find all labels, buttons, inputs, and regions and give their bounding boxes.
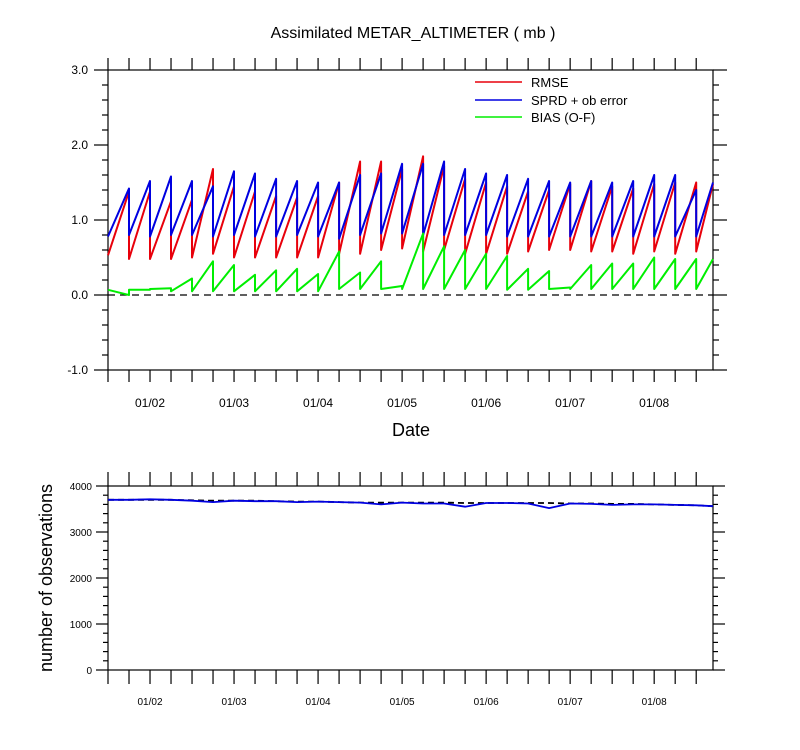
x-tick-label: 01/07: [555, 396, 585, 410]
x-tick-label: 01/03: [219, 396, 249, 410]
series-line-assimilated-observations: [108, 498, 714, 510]
legend: RMSE SPRD + ob error BIAS (O-F): [475, 75, 628, 125]
bottom-ytick-labels: 0 1000 2000 3000 4000: [70, 482, 93, 677]
x-tick-label: 01/08: [639, 396, 669, 410]
bottom-xtick-labels: 01/02 01/03 01/04 01/05 01/06 01/07 01/08: [137, 697, 667, 708]
x-tick-label: 01/02: [135, 396, 165, 410]
top-ticks-group: [94, 58, 727, 382]
x-tick-label: 01/08: [642, 697, 667, 708]
legend-label-sprd: SPRD + ob error: [531, 93, 628, 108]
series-line-sprd-ob-error: [107, 160, 714, 240]
y-tick-label: 1000: [70, 620, 93, 631]
bottom-plot-frame: [107, 485, 714, 671]
x-tick-label: 01/06: [471, 396, 501, 410]
bottom-ticks-group: [96, 472, 725, 684]
x-tick-label: 01/04: [303, 396, 333, 410]
x-axis-title: Date: [392, 420, 430, 440]
y-axis-title-observations: number of observations: [36, 484, 56, 672]
y-tick-label: 3000: [70, 528, 93, 539]
chart-title: Assimilated METAR_ALTIMETER ( mb ): [271, 25, 556, 42]
legend-label-bias: BIAS (O-F): [531, 110, 595, 125]
legend-label-rmse: RMSE: [531, 75, 569, 90]
y-tick-label: 0.0: [71, 288, 88, 302]
y-tick-label: -1.0: [67, 363, 88, 377]
x-tick-label: 01/05: [390, 697, 415, 708]
series-line-bias-o-f: [107, 232, 714, 296]
x-tick-label: 01/06: [474, 697, 499, 708]
x-tick-label: 01/02: [137, 697, 162, 708]
top-xtick-labels: 01/02 01/03 01/04 01/05 01/06 01/07 01/08: [135, 396, 670, 410]
top-series-group: [107, 155, 714, 296]
y-tick-label: 0: [86, 666, 92, 677]
top-ytick-labels: -1.0 0.0 1.0 2.0 3.0: [67, 63, 88, 377]
y-tick-label: 3.0: [71, 63, 88, 77]
x-tick-label: 01/04: [306, 697, 331, 708]
y-tick-label: 2.0: [71, 138, 88, 152]
x-tick-label: 01/03: [222, 697, 247, 708]
x-tick-label: 01/05: [387, 396, 417, 410]
y-tick-label: 1.0: [71, 213, 88, 227]
x-tick-label: 01/07: [558, 697, 583, 708]
y-tick-label: 4000: [70, 482, 93, 493]
bottom-series-group: [108, 498, 714, 510]
y-tick-label: 2000: [70, 574, 93, 585]
